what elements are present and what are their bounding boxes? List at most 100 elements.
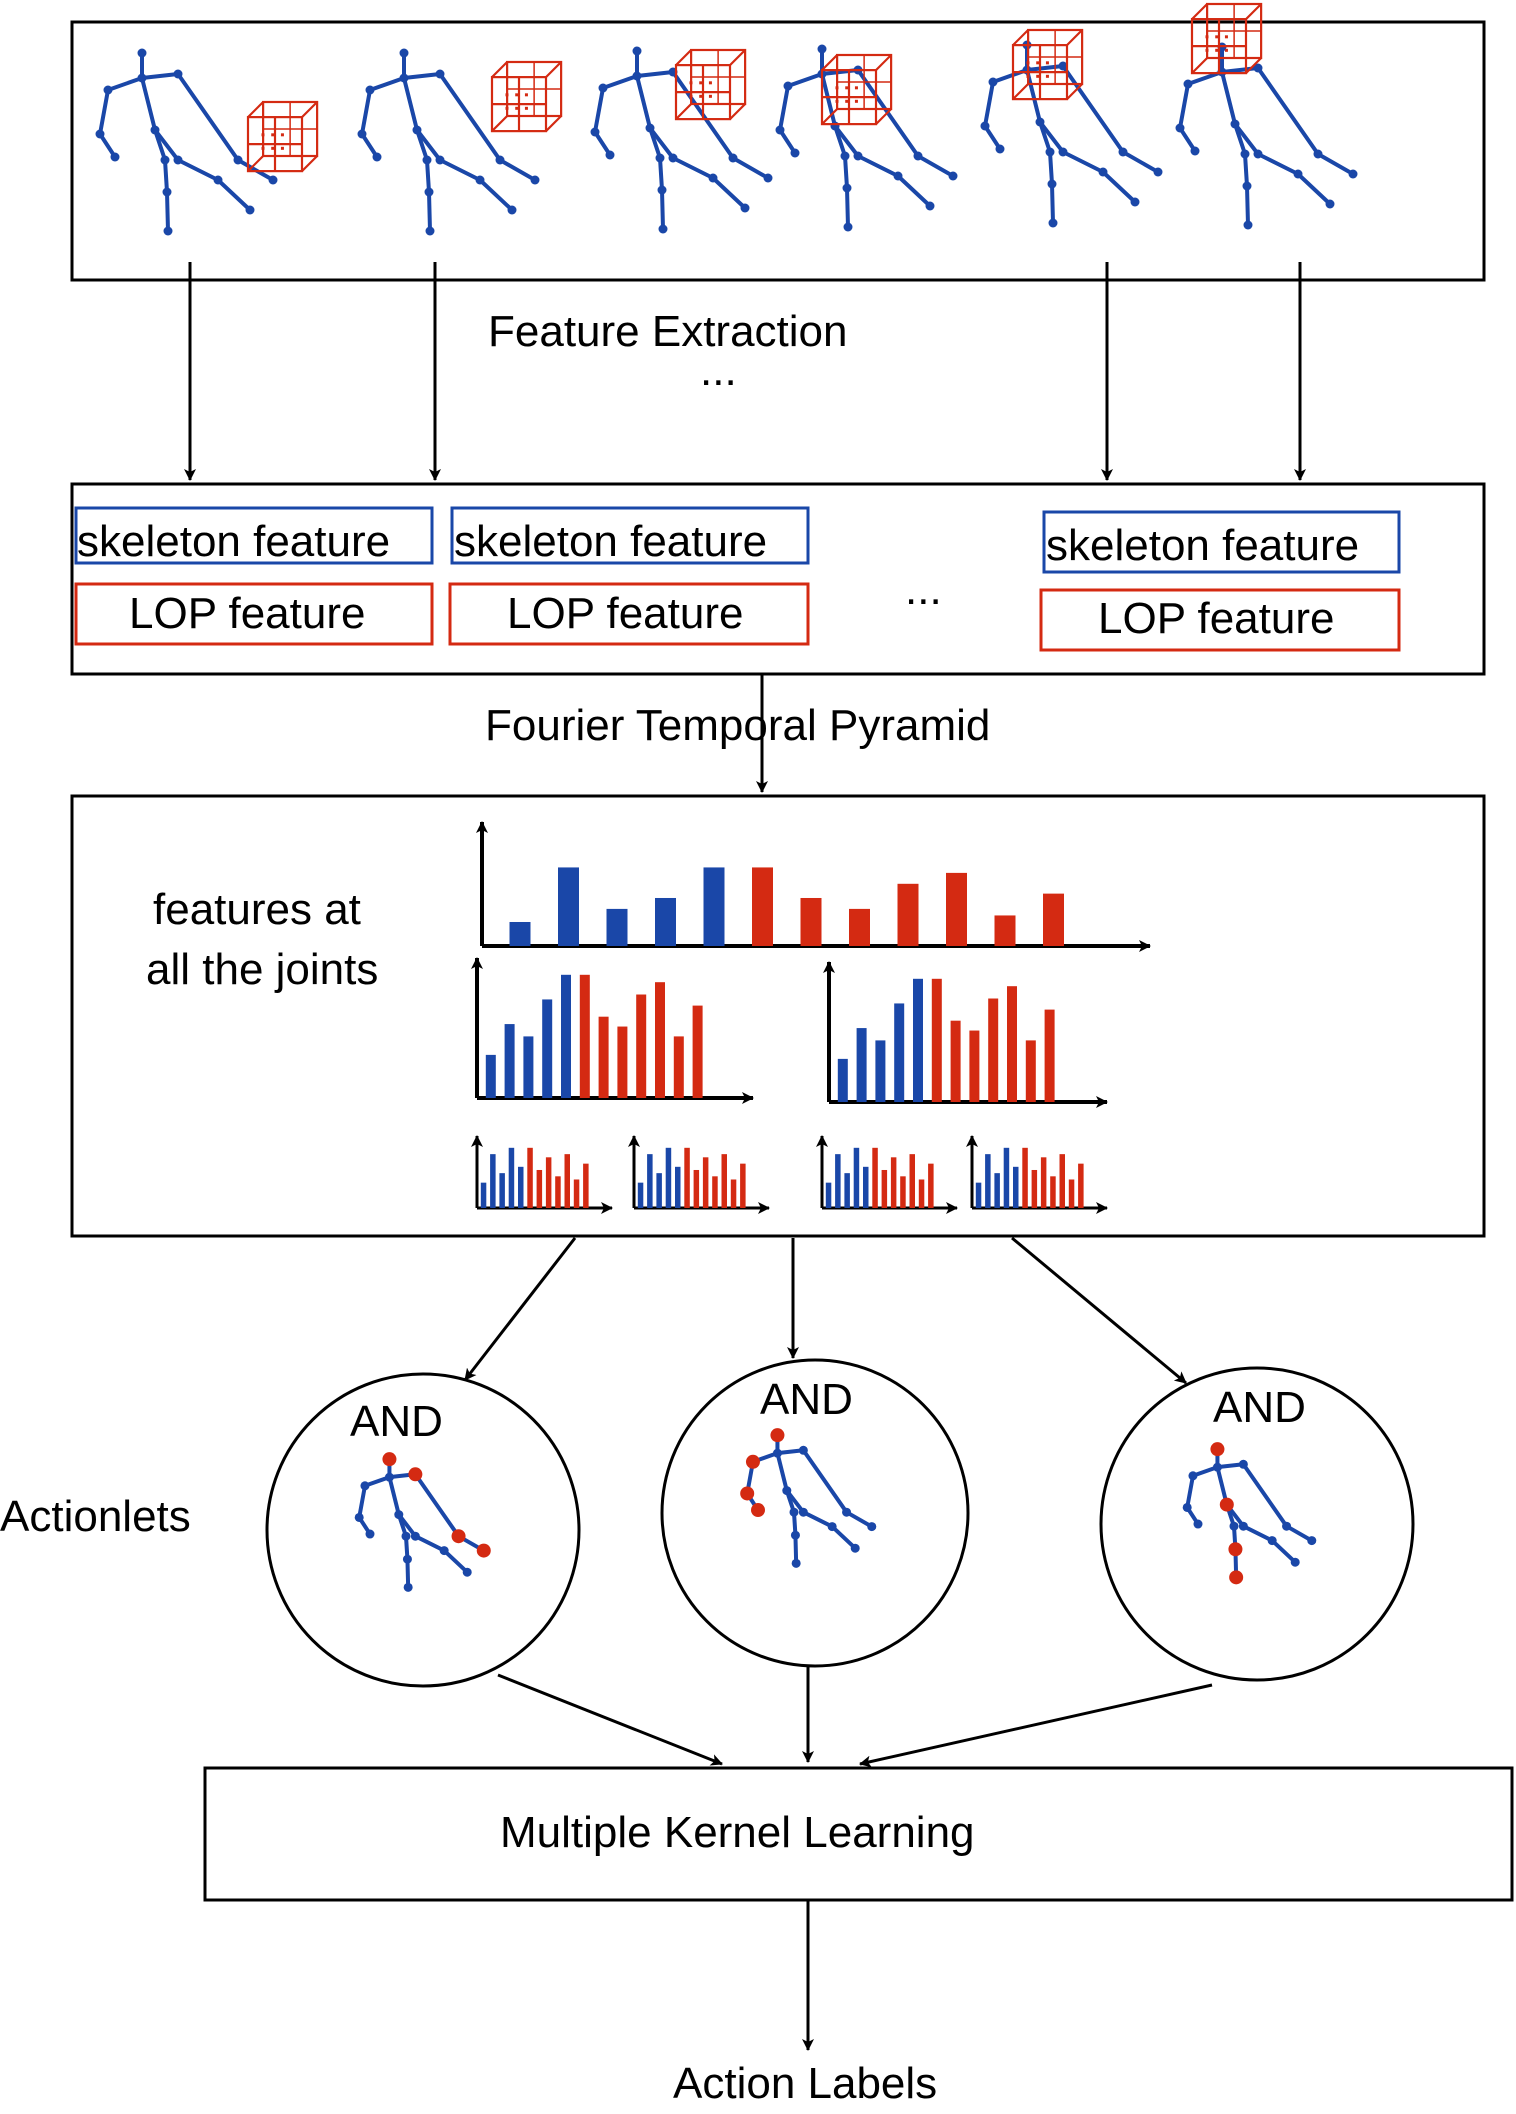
bone-line — [216, 178, 252, 212]
skeleton-figure-icon — [980, 40, 1163, 228]
joint-dot — [163, 226, 173, 236]
bone-line — [833, 124, 847, 158]
cube-point — [845, 99, 849, 103]
red-bar — [800, 897, 822, 946]
red-bar — [1007, 986, 1017, 1102]
cube-edge — [1012, 83, 1029, 100]
blue-bar — [863, 1166, 869, 1208]
bone-line — [1296, 172, 1332, 206]
joint-dot — [913, 151, 923, 161]
bone-line — [498, 158, 537, 182]
blue-bar — [499, 1173, 505, 1208]
mkl-box — [203, 1766, 1514, 1902]
blue-bar — [913, 978, 923, 1102]
red-bar — [1031, 1169, 1038, 1208]
joint-dot — [410, 1531, 420, 1541]
bone-line — [1241, 1524, 1275, 1543]
joint-dot — [1253, 149, 1263, 159]
red-bar — [1044, 1009, 1055, 1102]
joint-dot — [1058, 147, 1068, 157]
red-bar — [969, 1030, 980, 1102]
red-bar — [617, 1026, 628, 1098]
actionlet-circle-3 — [1099, 1366, 1415, 1682]
bone-line — [438, 72, 502, 162]
joint-dot — [425, 226, 435, 236]
pyramid-box — [70, 794, 1486, 1238]
cube-edge — [491, 115, 508, 132]
red-bar — [1050, 1176, 1056, 1208]
joint-dot — [658, 224, 668, 234]
joint-dot — [789, 1507, 799, 1517]
bone-line — [1243, 152, 1249, 188]
joint-dot — [1182, 1502, 1192, 1512]
joint-dot — [708, 173, 718, 183]
bone-line — [236, 158, 275, 182]
skeleton-figure-icon — [1175, 42, 1358, 230]
blue-bar — [656, 1173, 662, 1208]
bone-line — [425, 158, 431, 194]
bone-line — [830, 1524, 858, 1551]
bone-line — [1233, 122, 1247, 156]
bar-chart-icon — [476, 821, 1151, 952]
cube-edge — [675, 103, 692, 120]
blue-bar — [655, 897, 676, 946]
bone-line — [1220, 70, 1237, 126]
joint-dot — [740, 203, 750, 213]
selected-joint — [408, 1467, 423, 1482]
bone-line — [801, 1448, 849, 1515]
blue-bar — [637, 1182, 644, 1208]
joint-dot — [798, 1507, 808, 1517]
bone-line — [153, 128, 180, 162]
cube-point — [1224, 35, 1228, 39]
bone-line — [1220, 66, 1260, 74]
cube-point — [261, 133, 265, 137]
and-label-2: AND — [760, 1375, 853, 1424]
joint-dot — [1282, 1521, 1292, 1531]
joint-dot — [1058, 61, 1068, 71]
joint-dot — [893, 171, 903, 181]
joint-dot — [1348, 169, 1358, 179]
lop-feature-box-3 — [1039, 588, 1401, 652]
joint-dot — [830, 121, 840, 131]
red-bar — [583, 1163, 589, 1208]
bone-line — [1050, 182, 1055, 225]
skeleton-feature-box-3 — [1042, 510, 1401, 574]
bone-line — [658, 156, 664, 192]
bone-line — [778, 84, 790, 132]
red-bar — [702, 1157, 709, 1208]
cube-edge — [875, 108, 892, 125]
selected-joint — [1228, 1542, 1243, 1557]
blue-bar — [994, 1173, 1000, 1208]
bone-line — [1025, 64, 1065, 72]
joint-dot — [1325, 199, 1335, 209]
cube-point — [845, 86, 849, 90]
arrow-pyramid-to-actionlet-3 — [1011, 1236, 1187, 1385]
bone-line — [983, 80, 995, 128]
blue-bar — [1013, 1166, 1019, 1208]
blue-bar — [875, 1040, 886, 1102]
joint-dot — [772, 1448, 782, 1458]
blue-bar — [558, 867, 579, 946]
blue-bar — [844, 1173, 850, 1208]
blue-bar — [665, 1147, 672, 1208]
bar-chart-icon — [471, 957, 754, 1104]
red-bar — [536, 1169, 543, 1208]
red-bar — [900, 1176, 906, 1208]
red-bar — [740, 1163, 746, 1208]
joint-dot — [995, 144, 1005, 154]
actionlet-circle-1 — [265, 1372, 581, 1688]
cube-point — [505, 93, 509, 97]
joint-dot — [1047, 179, 1057, 189]
joint-dot — [173, 155, 183, 165]
cube-point — [1215, 35, 1219, 39]
blue-bar — [1003, 1147, 1010, 1208]
bone-line — [648, 126, 662, 160]
frames-ellipsis: ... — [700, 346, 737, 395]
joint-dot — [817, 44, 827, 54]
bone-line — [402, 76, 419, 132]
blue-bar — [518, 1166, 524, 1208]
joint-dot — [162, 187, 172, 197]
joint-dot — [842, 183, 852, 193]
bone-line — [415, 128, 429, 162]
joint-dot — [632, 71, 642, 81]
